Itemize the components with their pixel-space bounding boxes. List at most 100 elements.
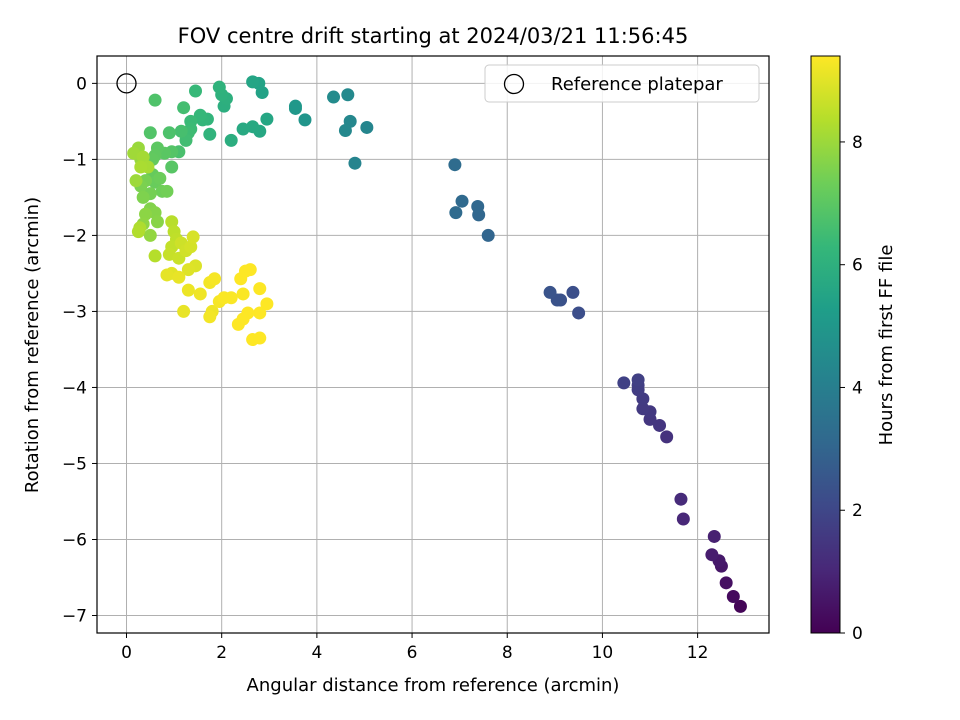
data-point — [203, 310, 217, 324]
y-tick-label: 0 — [76, 74, 87, 94]
data-point — [236, 287, 250, 301]
data-point — [136, 190, 150, 204]
data-point — [298, 113, 312, 127]
data-point — [676, 512, 690, 526]
data-point — [449, 206, 463, 220]
data-point — [260, 297, 274, 311]
colorbar-tick-label: 0 — [852, 624, 863, 644]
colorbar-gradient — [810, 55, 841, 634]
data-point — [134, 160, 148, 174]
data-point — [177, 101, 191, 115]
plot-frame — [96, 55, 770, 634]
data-point — [471, 200, 485, 214]
data-point — [186, 230, 200, 244]
grid-lines — [97, 56, 769, 633]
data-point — [455, 194, 469, 208]
x-tick-label: 2 — [216, 643, 227, 663]
data-point — [153, 171, 167, 185]
data-point — [148, 93, 162, 107]
data-point — [162, 126, 176, 140]
data-point — [160, 184, 174, 198]
legend-label: Reference platepar — [551, 74, 723, 95]
reference-platepar-marker — [116, 73, 137, 94]
data-point — [129, 174, 143, 188]
data-point — [660, 430, 674, 444]
x-tick-label: 6 — [407, 643, 418, 663]
y-tick-label: −6 — [62, 530, 87, 550]
data-point — [719, 576, 733, 590]
data-point — [208, 272, 222, 286]
colorbar-tick-label: 2 — [852, 501, 863, 521]
legend-marker — [503, 73, 525, 95]
data-point — [165, 160, 179, 174]
y-tick-label: −4 — [62, 378, 87, 398]
data-point — [631, 373, 645, 387]
data-point — [243, 263, 257, 277]
colorbar-tick-label: 8 — [852, 133, 863, 153]
x-tick-label: 12 — [687, 643, 709, 663]
data-point — [131, 225, 145, 239]
data-point — [253, 306, 267, 320]
data-point — [348, 156, 362, 170]
data-point — [653, 418, 667, 432]
data-point — [572, 306, 586, 320]
scatter-points — [127, 75, 747, 613]
data-point — [172, 270, 186, 284]
data-point — [174, 124, 188, 138]
data-point — [327, 90, 341, 104]
data-point — [160, 268, 174, 282]
data-point — [212, 80, 226, 94]
data-point — [733, 599, 747, 613]
colorbar-tick-label: 4 — [852, 378, 863, 398]
x-axis-label: Angular distance from reference (arcmin) — [247, 675, 620, 696]
data-point — [448, 158, 462, 172]
data-point — [203, 127, 217, 141]
data-point — [181, 263, 195, 277]
x-tick-label: 4 — [311, 643, 322, 663]
data-point — [193, 287, 207, 301]
y-tick-label: −2 — [62, 226, 87, 246]
data-point — [338, 124, 352, 138]
data-point — [253, 282, 267, 296]
x-tick-label: 0 — [121, 643, 132, 663]
data-point — [181, 283, 195, 297]
data-point — [566, 285, 580, 299]
colorbar-ticks: 0 2 4 6 8 — [840, 133, 863, 644]
data-point — [143, 126, 157, 140]
data-point — [189, 84, 203, 98]
data-point — [253, 331, 267, 345]
legend-box — [484, 64, 760, 103]
data-point — [165, 215, 179, 229]
x-axis-ticks: 0 2 4 6 8 10 12 — [121, 633, 708, 663]
data-point — [139, 207, 153, 221]
data-point — [193, 108, 207, 122]
data-point — [177, 304, 191, 318]
data-point — [481, 228, 495, 242]
data-point — [231, 317, 245, 331]
data-point — [543, 285, 557, 299]
legend: Reference platepar — [484, 64, 760, 103]
x-tick-label: 10 — [592, 643, 614, 663]
data-point — [246, 75, 260, 89]
data-point — [726, 590, 740, 604]
x-tick-label: 8 — [502, 643, 513, 663]
data-point — [224, 291, 238, 305]
data-point — [224, 133, 238, 147]
data-point — [705, 548, 719, 562]
data-point — [617, 376, 631, 390]
data-point — [341, 88, 355, 102]
colorbar-label: Hours from first FF file — [876, 245, 897, 446]
data-point — [674, 492, 688, 506]
y-tick-label: −5 — [62, 454, 87, 474]
data-point — [636, 402, 650, 416]
colorbar: 0 2 4 6 8 Hours from first FF file — [810, 55, 897, 644]
y-tick-label: −7 — [62, 607, 87, 627]
data-point — [707, 529, 721, 543]
data-point — [143, 228, 157, 242]
y-tick-label: −1 — [62, 150, 87, 170]
data-point — [148, 249, 162, 263]
data-point — [236, 122, 250, 136]
data-point — [150, 215, 164, 229]
data-point — [260, 112, 274, 126]
